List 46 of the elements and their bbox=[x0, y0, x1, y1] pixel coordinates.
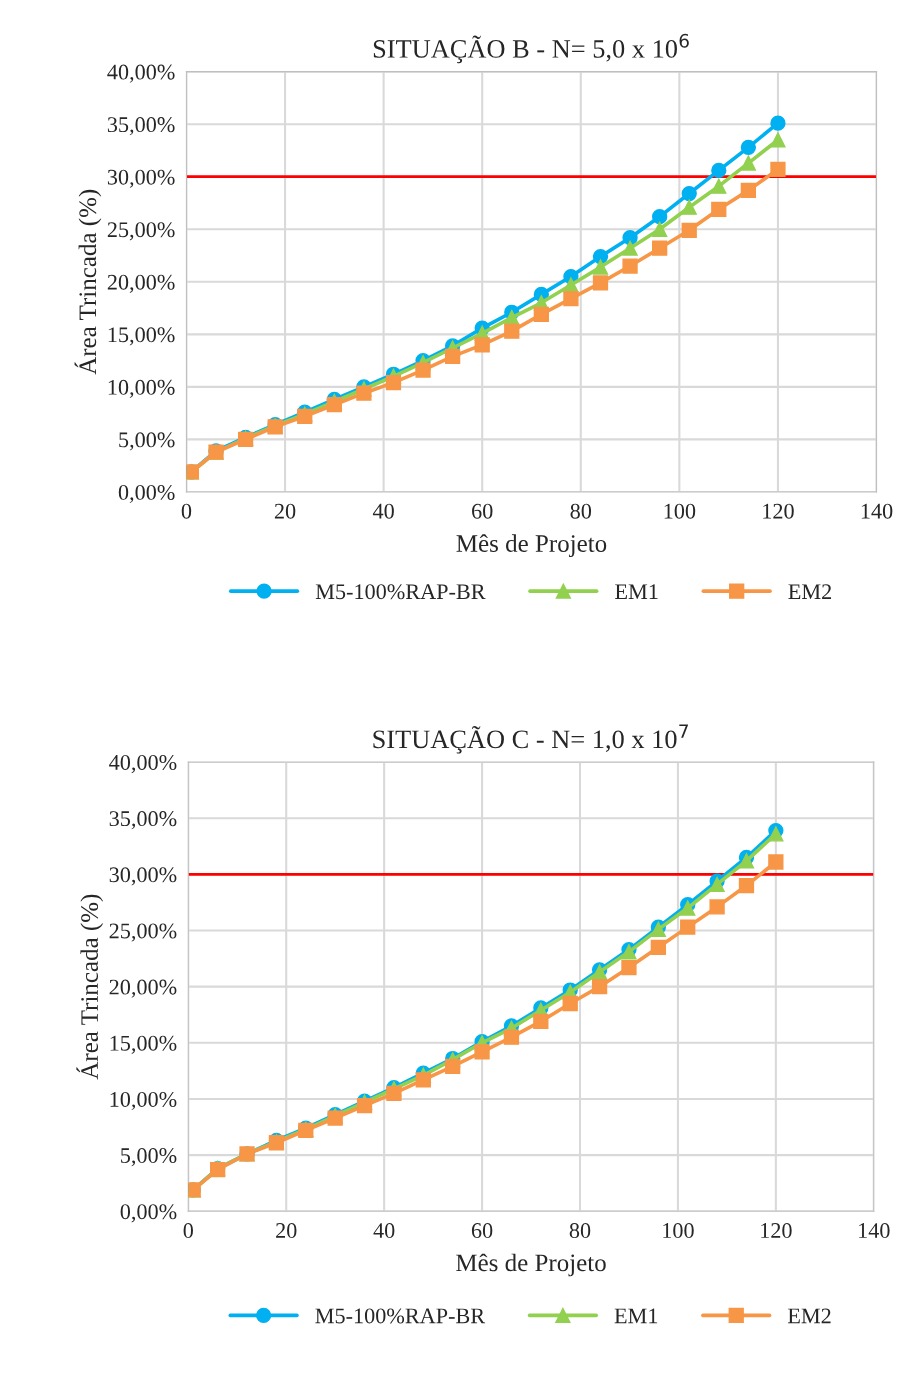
x-tick-label: 20 bbox=[276, 1223, 297, 1239]
y-tick-label: 5,00% bbox=[121, 1148, 177, 1167]
x-tick-label: 20 bbox=[274, 503, 296, 519]
x-tick-label: 140 bbox=[859, 1223, 890, 1239]
y-tick-label: 35,00% bbox=[109, 811, 177, 830]
y-tick-label: 0,00% bbox=[118, 484, 175, 504]
y-tick-label: 15,00% bbox=[110, 1035, 177, 1054]
y-tick-label: 30,00% bbox=[109, 867, 177, 886]
y-tick-label: 20,00% bbox=[109, 979, 177, 998]
x-tick-label: 80 bbox=[570, 503, 592, 519]
x-tick-label: 60 bbox=[471, 1223, 493, 1239]
x-tick-label: 120 bbox=[763, 503, 794, 519]
legend-label: EM2 bbox=[787, 1308, 831, 1324]
chart-title: SITUAÇÃO B - N= 5,0 x 10$^{6}$ bbox=[373, 33, 689, 64]
y-tick-label: 15,00% bbox=[108, 327, 175, 346]
x-tick-label: 140 bbox=[861, 503, 893, 519]
chart-title: SITUAÇÃO C - N= 1,0 x 10$^{7}$ bbox=[373, 724, 688, 754]
y-axis-title: Área Trincada (%) bbox=[74, 189, 102, 375]
x-tick-label: 120 bbox=[761, 1223, 792, 1239]
y-axis-title: Área Trincada (%) bbox=[76, 894, 104, 1080]
x-axis-title: Mês de Projeto bbox=[456, 1253, 606, 1277]
x-tick-label: 0 bbox=[181, 503, 192, 519]
y-tick-label: 25,00% bbox=[109, 923, 177, 942]
y-tick-label: 10,00% bbox=[110, 1091, 177, 1111]
y-tick-label: 30,00% bbox=[107, 169, 175, 188]
y-tick-label: 40,00% bbox=[109, 754, 177, 774]
y-tick-label: 20,00% bbox=[107, 274, 175, 293]
legend-label: M5-100%RAP-BR bbox=[315, 584, 486, 600]
x-tick-label: 100 bbox=[664, 503, 696, 519]
y-tick-label: 40,00% bbox=[107, 64, 175, 83]
y-tick-label: 35,00% bbox=[107, 117, 175, 136]
y-tick-label: 5,00% bbox=[119, 432, 175, 451]
y-tick-label: 10,00% bbox=[108, 379, 175, 398]
legend-label: EM1 bbox=[615, 584, 658, 599]
x-tick-label: 0 bbox=[183, 1223, 193, 1239]
x-tick-label: 40 bbox=[372, 503, 394, 519]
legend-label: M5-100%RAP-BR bbox=[315, 1308, 486, 1324]
x-tick-label: 60 bbox=[472, 503, 493, 519]
legend-label: EM2 bbox=[788, 584, 832, 599]
x-tick-label: 100 bbox=[663, 1223, 694, 1239]
x-tick-label: 80 bbox=[569, 1223, 591, 1239]
x-axis-title: Mês de Projeto bbox=[456, 534, 607, 558]
y-tick-label: 25,00% bbox=[107, 222, 175, 241]
y-tick-label: 0,00% bbox=[120, 1204, 177, 1223]
x-tick-label: 40 bbox=[373, 1223, 395, 1239]
legend-label: EM1 bbox=[614, 1308, 658, 1324]
